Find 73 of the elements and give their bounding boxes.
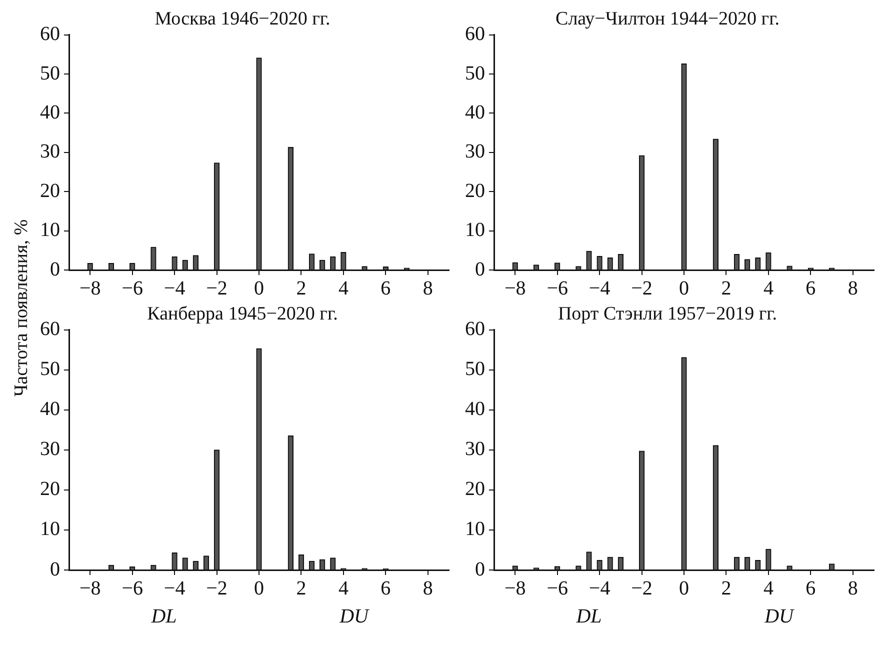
x-tick-label: −4 (164, 277, 186, 300)
x-tick-label: 8 (422, 277, 433, 300)
x-tick-label: −8 (79, 577, 101, 600)
text: DL (575, 605, 602, 628)
x-tick-label: 4 (763, 577, 774, 600)
y-tick-label: 0 (50, 258, 60, 280)
x-tick-label: 4 (763, 277, 774, 300)
x-tick-label: 2 (721, 577, 732, 600)
y-tick-label: 20 (465, 478, 485, 500)
y-tick-label: 40 (465, 398, 485, 420)
y-tick-label: 60 (465, 23, 485, 46)
x-tick-label: 2 (296, 577, 306, 600)
chart-title: Порт Стэнли 1957−2019 гг. (558, 303, 778, 324)
x-tick-label: −2 (631, 277, 652, 300)
y-tick-label: 30 (465, 438, 485, 460)
x-tick-label: 6 (380, 277, 391, 300)
y-tick-label: 10 (465, 518, 485, 540)
y-tick-label: 10 (40, 518, 60, 540)
chart-title: Слау−Чилтон 1944−2020 гг. (556, 8, 780, 30)
y-tick-label: 50 (40, 358, 60, 380)
x-tick-label: 2 (296, 277, 306, 300)
x-tick-label: −2 (206, 577, 228, 600)
x-tick-label: 4 (338, 277, 348, 300)
x-tick-label: −8 (504, 577, 526, 600)
x-tick-label: 6 (806, 577, 816, 600)
y-tick-label: 0 (475, 558, 485, 580)
x-tick-label: 0 (254, 277, 264, 300)
x-tick-label: 8 (848, 277, 858, 300)
text: DL (150, 605, 177, 628)
x-tick-label: −6 (546, 577, 568, 600)
x-tick-label: 0 (679, 577, 689, 600)
y-tick-label: 30 (40, 140, 60, 163)
x-tick-label: 0 (254, 577, 264, 600)
y-tick-label: 20 (465, 180, 485, 202)
y-tick-label: 10 (465, 219, 485, 242)
y-tick-label: 50 (465, 62, 485, 84)
x-tick-label: −4 (164, 577, 186, 600)
y-tick-label: 30 (40, 438, 60, 460)
y-tick-label: 40 (40, 101, 60, 124)
y-tick-label: 40 (465, 101, 485, 124)
y-tick-label: 20 (40, 180, 60, 202)
y-tick-label: 60 (40, 23, 60, 46)
x-tick-label: −8 (79, 277, 101, 300)
x-tick-label: 8 (848, 577, 858, 600)
x-tick-label: 8 (422, 577, 433, 600)
x-tick-label: −2 (206, 277, 228, 300)
y-tick-label: 10 (40, 219, 60, 242)
y-tick-label: 0 (475, 258, 485, 280)
x-tick-label: −6 (122, 577, 143, 600)
chart-title: Канберра 1945−2020 гг. (147, 303, 338, 324)
x-tick-label: 4 (338, 577, 348, 600)
y-tick-label: 20 (40, 478, 60, 500)
x-tick-label: 2 (721, 277, 732, 300)
x-tick-label: 6 (806, 277, 816, 300)
y-tick-label: 50 (40, 62, 60, 84)
x-tick-label: −4 (588, 577, 610, 600)
y-axis-title: Частота появления, % (11, 219, 33, 397)
x-tick-label: 6 (380, 577, 391, 600)
y-tick-label: 50 (465, 358, 485, 380)
text: DU (338, 605, 370, 628)
text: DU (764, 605, 795, 628)
chart-title: Москва 1946−2020 гг. (154, 8, 330, 30)
y-tick-label: 60 (465, 318, 485, 340)
x-tick-label: 0 (679, 277, 689, 300)
x-tick-label: −2 (631, 577, 652, 600)
x-tick-label: −4 (588, 277, 610, 300)
y-tick-label: 30 (465, 140, 485, 163)
x-tick-label: −8 (504, 277, 526, 300)
y-tick-label: 0 (50, 558, 60, 580)
x-tick-label: −6 (122, 277, 143, 300)
x-tick-label: −6 (546, 277, 568, 300)
y-tick-label: 40 (40, 398, 60, 420)
y-tick-label: 60 (40, 318, 60, 340)
